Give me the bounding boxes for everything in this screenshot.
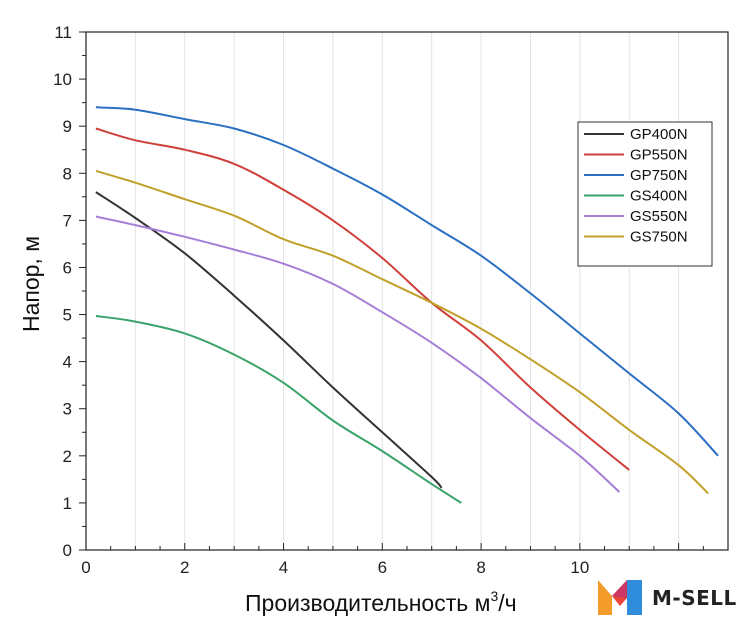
- axes: [79, 31, 729, 551]
- y-tick-label: 2: [63, 447, 72, 466]
- x-axis-title: Производительность м3/ч: [245, 588, 517, 616]
- series-line-gs750n: [95, 169, 709, 495]
- series-line-gs550n: [95, 215, 621, 493]
- tick-labels: 0 2 4 6 8 10 0 1 2 3 4 5 6 7 8 9 10 11: [53, 23, 589, 577]
- x-tick-label: 4: [279, 558, 288, 577]
- x-tick-label: 6: [378, 558, 387, 577]
- x-tick-label: 8: [476, 558, 485, 577]
- legend-label-gs400n: GS400N: [630, 188, 688, 205]
- x-tick-label: 0: [81, 558, 90, 577]
- legend-label-gp400n: GP400N: [630, 126, 688, 143]
- x-axis-title-tail: /ч: [498, 590, 516, 616]
- legend-label-gp750n: GP750N: [630, 167, 688, 184]
- y-tick-label: 5: [63, 306, 72, 325]
- y-tick-label: 4: [63, 353, 72, 372]
- y-tick-label: 9: [63, 117, 72, 136]
- series-line-gp750n: [95, 106, 719, 457]
- series-line-gs400n: [95, 315, 462, 504]
- m-sell-logo-mark: [598, 580, 642, 615]
- legend: GP400N GP550N GP750N GS400N GS550N GS750N: [577, 121, 713, 267]
- y-tick-label: 6: [63, 258, 72, 277]
- m-sell-logo: M-SELL: [598, 580, 737, 615]
- y-tick-label: 7: [63, 211, 72, 230]
- x-axis-title-main: Производительность м: [245, 590, 490, 616]
- legend-label-gs750n: GS750N: [630, 229, 688, 246]
- series-layer: [95, 106, 719, 504]
- m-sell-logo-text: M-SELL: [652, 586, 737, 610]
- y-tick-label: 0: [63, 541, 72, 560]
- series-line-gp400n: [95, 191, 443, 489]
- series-line-gp550n: [95, 127, 630, 471]
- y-tick-label: 3: [63, 400, 72, 419]
- legend-box: [577, 121, 713, 267]
- y-tick-label: 11: [54, 23, 72, 42]
- y-tick-label: 10: [53, 70, 72, 89]
- legend-label-gs550n: GS550N: [630, 208, 688, 225]
- legend-label-gp550n: GP550N: [630, 147, 688, 164]
- y-axis-title: Напор, м: [18, 236, 44, 332]
- x-tick-label: 10: [570, 558, 589, 577]
- y-tick-label: 8: [63, 164, 72, 183]
- x-axis-title-superscript: 3: [490, 588, 498, 604]
- x-tick-label: 2: [180, 558, 189, 577]
- y-tick-label: 1: [63, 494, 72, 513]
